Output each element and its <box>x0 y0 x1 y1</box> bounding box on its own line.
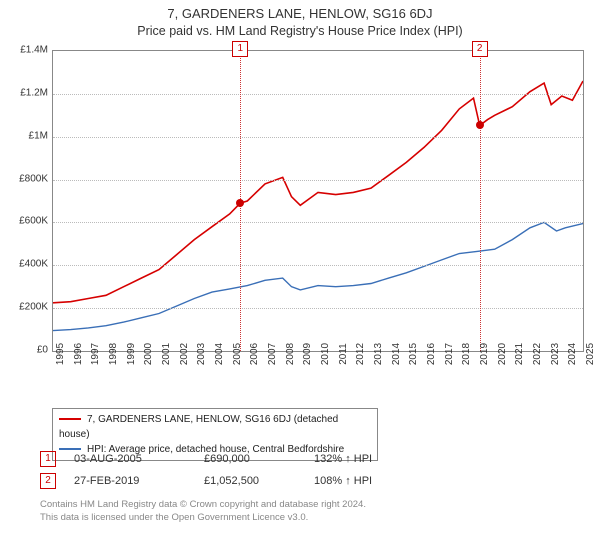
x-tick-label: 2007 <box>267 343 278 365</box>
y-tick-label: £0 <box>2 345 48 356</box>
x-tick-label: 1997 <box>90 343 101 365</box>
reference-date: 03-AUG-2005 <box>74 450 204 468</box>
gridline <box>53 180 583 181</box>
x-tick-label: 2006 <box>249 343 260 365</box>
x-tick-label: 2008 <box>285 343 296 365</box>
reference-price: £1,052,500 <box>204 472 314 490</box>
gridline <box>53 94 583 95</box>
x-tick-label: 2025 <box>585 343 596 365</box>
chart-subtitle: Price paid vs. HM Land Registry's House … <box>0 24 600 38</box>
gridline <box>53 308 583 309</box>
reference-price: £690,000 <box>204 450 314 468</box>
chart-title: 7, GARDENERS LANE, HENLOW, SG16 6DJ <box>0 6 600 21</box>
chart: 12 £0£200K£400K£600K£800K£1M£1.2M£1.4M19… <box>0 38 600 398</box>
reference-marker-box: 1 <box>232 41 248 57</box>
gridline <box>53 222 583 223</box>
title-block: 7, GARDENERS LANE, HENLOW, SG16 6DJ Pric… <box>0 0 600 38</box>
reference-pct: 108% ↑ HPI <box>314 472 424 490</box>
x-tick-label: 1995 <box>55 343 66 365</box>
y-tick-label: £800K <box>2 173 48 184</box>
x-tick-label: 2021 <box>514 343 525 365</box>
y-tick-label: £400K <box>2 259 48 270</box>
reference-row: 2 27-FEB-2019£1,052,500108% ↑ HPI <box>40 472 588 490</box>
x-tick-label: 2004 <box>214 343 225 365</box>
x-tick-label: 2003 <box>196 343 207 365</box>
x-tick-label: 2012 <box>355 343 366 365</box>
x-tick-label: 2020 <box>497 343 508 365</box>
x-tick-label: 1996 <box>73 343 84 365</box>
reference-marker-box: 2 <box>472 41 488 57</box>
footer-attribution: Contains HM Land Registry data © Crown c… <box>40 498 588 524</box>
series-line-hpi <box>53 222 583 330</box>
x-tick-label: 2019 <box>479 343 490 365</box>
x-tick-label: 2013 <box>373 343 384 365</box>
reference-number-box: 1 <box>40 451 56 467</box>
footer-line-2: This data is licensed under the Open Gov… <box>40 511 588 524</box>
data-marker <box>236 199 244 207</box>
x-tick-label: 2002 <box>179 343 190 365</box>
legend-swatch <box>59 418 81 420</box>
plot-area: 12 <box>52 50 584 352</box>
x-tick-label: 2024 <box>567 343 578 365</box>
legend-item: 7, GARDENERS LANE, HENLOW, SG16 6DJ (det… <box>59 412 371 442</box>
x-tick-label: 2005 <box>232 343 243 365</box>
x-tick-label: 2009 <box>302 343 313 365</box>
x-tick-label: 2023 <box>550 343 561 365</box>
reference-number-box: 2 <box>40 473 56 489</box>
x-tick-label: 2014 <box>391 343 402 365</box>
gridline <box>53 137 583 138</box>
x-tick-label: 2001 <box>161 343 172 365</box>
x-tick-label: 2018 <box>461 343 472 365</box>
x-tick-label: 2016 <box>426 343 437 365</box>
reference-date: 27-FEB-2019 <box>74 472 204 490</box>
y-tick-label: £1.4M <box>2 45 48 56</box>
legend-label: 7, GARDENERS LANE, HENLOW, SG16 6DJ (det… <box>59 414 338 440</box>
y-tick-label: £200K <box>2 302 48 313</box>
reference-pct: 132% ↑ HPI <box>314 450 424 468</box>
reference-table: 1 03-AUG-2005£690,000132% ↑ HPI 2 27-FEB-20… <box>40 450 588 494</box>
series-line-price_paid <box>53 81 583 303</box>
y-tick-label: £1M <box>2 130 48 141</box>
reference-row: 1 03-AUG-2005£690,000132% ↑ HPI <box>40 450 588 468</box>
x-tick-label: 2022 <box>532 343 543 365</box>
x-tick-label: 2000 <box>143 343 154 365</box>
data-marker <box>476 121 484 129</box>
y-tick-label: £1.2M <box>2 87 48 98</box>
x-tick-label: 2017 <box>444 343 455 365</box>
x-tick-label: 1998 <box>108 343 119 365</box>
x-tick-label: 1999 <box>126 343 137 365</box>
line-layer <box>53 51 583 351</box>
gridline <box>53 265 583 266</box>
x-tick-label: 2010 <box>320 343 331 365</box>
y-tick-label: £600K <box>2 216 48 227</box>
x-tick-label: 2015 <box>408 343 419 365</box>
x-tick-label: 2011 <box>338 343 349 365</box>
footer-line-1: Contains HM Land Registry data © Crown c… <box>40 498 588 511</box>
reference-rule <box>480 51 481 351</box>
